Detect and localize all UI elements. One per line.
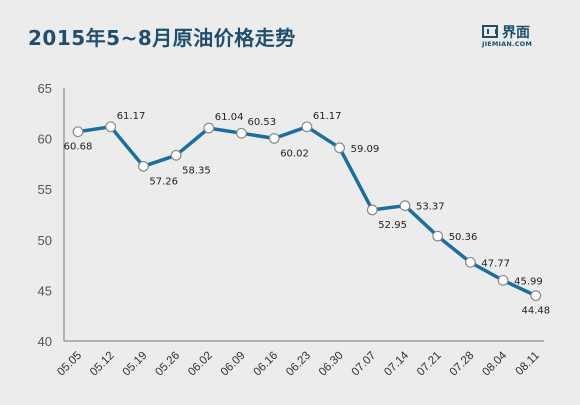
data-point <box>465 256 476 268</box>
y-tick-label: 50 <box>38 233 52 248</box>
data-point <box>170 149 182 161</box>
data-point <box>497 274 509 286</box>
x-tick-label: 06.23 <box>284 350 313 379</box>
y-tick-label: 55 <box>38 182 52 197</box>
data-label: 61.17 <box>117 111 146 122</box>
y-axis-ticks: 40 45 50 55 60 65 <box>38 81 52 349</box>
data-label: 60.53 <box>248 117 277 128</box>
data-label: 60.02 <box>280 148 309 159</box>
x-tick-label: 05.19 <box>121 350 150 379</box>
x-tick-label: 07.14 <box>382 349 411 378</box>
data-label: 61.04 <box>215 112 244 123</box>
x-tick-label: 05.12 <box>88 350 117 379</box>
data-labels: 60.68 61.17 57.26 58.35 61.04 60.53 60.02 61.17… <box>64 111 550 317</box>
y-tick-label: 65 <box>38 81 52 96</box>
x-tick-label: 05.26 <box>153 350 182 379</box>
data-point <box>236 127 247 139</box>
data-label: 61.17 <box>313 111 342 122</box>
x-tick-label: 08.04 <box>480 349 509 378</box>
data-point <box>105 121 117 133</box>
data-label: 58.35 <box>182 165 211 176</box>
data-label: 47.77 <box>481 258 510 269</box>
x-tick-label: 07.07 <box>350 350 379 379</box>
y-tick-label: 40 <box>38 334 52 349</box>
data-point <box>366 204 378 216</box>
x-tick-label: 07.21 <box>415 350 444 379</box>
data-point <box>530 290 542 302</box>
logo-url: JIEMIAN.COM <box>482 40 533 48</box>
data-label: 50.36 <box>449 232 478 243</box>
x-tick-label: 06.02 <box>186 350 215 379</box>
data-point <box>203 122 215 134</box>
x-tick-label: 06.09 <box>219 350 248 379</box>
data-point <box>432 230 444 242</box>
x-tick-label: 05.05 <box>55 350 84 379</box>
logo-name: 界面 <box>502 25 530 41</box>
data-point <box>72 126 84 138</box>
y-tick-label: 60 <box>38 132 52 147</box>
y-tick-label: 45 <box>38 283 52 298</box>
x-tick-label: 06.16 <box>251 350 280 379</box>
data-label: 59.09 <box>351 144 380 155</box>
data-point <box>137 160 149 172</box>
brand-logo: 界面 JIEMIAN.COM <box>482 24 556 50</box>
data-label: 44.48 <box>521 306 550 317</box>
logo-icon <box>482 25 498 38</box>
data-label: 57.26 <box>149 176 178 187</box>
data-point <box>334 142 346 154</box>
data-points <box>72 121 542 302</box>
x-tick-label: 07.28 <box>448 350 477 379</box>
data-label: 53.37 <box>416 202 445 213</box>
x-tick-label: 08.11 <box>514 350 542 378</box>
x-axis-ticks: 05.05 05.12 05.19 05.26 06.02 06.09 06.16 06.23… <box>55 349 542 378</box>
data-label: 45.99 <box>514 276 543 287</box>
data-point <box>399 200 411 212</box>
x-tick-label: 06.30 <box>317 350 346 379</box>
data-point <box>301 121 313 133</box>
data-point <box>268 132 280 144</box>
data-label: 52.95 <box>378 220 407 231</box>
chart-title: 2015年5~8月原油价格走势 <box>28 26 296 50</box>
data-label: 60.68 <box>64 142 93 153</box>
